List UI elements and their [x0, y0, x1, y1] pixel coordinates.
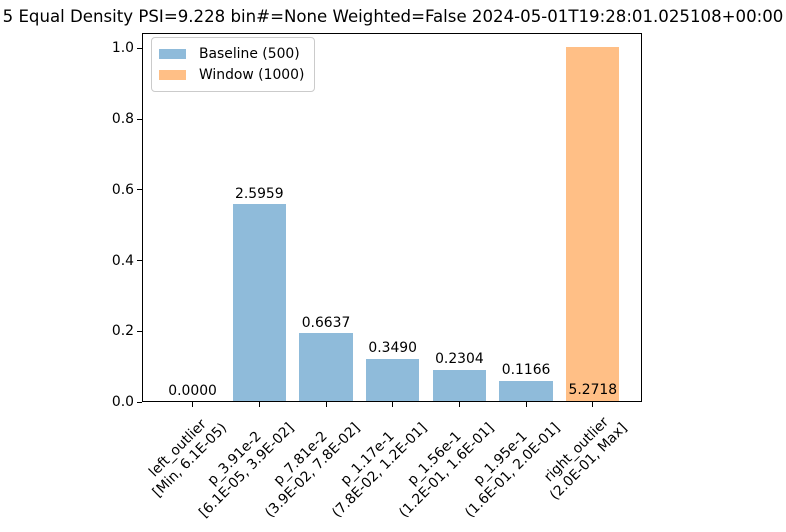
bar-value-label: 0.1166 [501, 361, 551, 378]
x-tick-mark [592, 402, 594, 407]
bar-value-label: 2.5959 [234, 185, 284, 202]
y-tick-mark [137, 401, 142, 403]
y-tick-mark [137, 330, 142, 332]
y-tick-mark [137, 260, 142, 262]
legend-swatch [159, 69, 186, 80]
bar-value-label: 0.6637 [301, 314, 351, 331]
y-tick-label: 1.0 [111, 40, 134, 57]
x-tick-mark [525, 402, 527, 407]
x-tick-mark [458, 402, 460, 407]
legend-label: Window (1000) [199, 66, 305, 83]
bar-series-0 [432, 369, 487, 401]
legend: Baseline (500) Window (1000) [151, 37, 316, 92]
bar-series-0 [499, 380, 553, 401]
chart-title: 5 Equal Density PSI=9.228 bin#=None Weig… [2, 7, 784, 26]
y-tick-label: 0.6 [111, 181, 134, 198]
y-tick-label: 0.0 [111, 394, 134, 410]
x-tick-mark [325, 402, 327, 407]
legend-swatch [159, 48, 186, 59]
y-tick-mark [137, 189, 142, 191]
y-tick-label: 0.8 [111, 111, 134, 128]
bar-value-label: 5.2718 [568, 382, 618, 398]
x-tick-mark [392, 402, 394, 407]
bar-value-label: 0.2304 [435, 351, 484, 368]
legend-item: Baseline (500) [159, 43, 304, 64]
y-tick-mark [137, 47, 142, 49]
y-tick-label: 0.2 [111, 323, 134, 340]
bar-series-1 [566, 47, 620, 401]
x-tick-mark [192, 402, 194, 407]
x-tick-mark [258, 402, 260, 407]
legend-label: Baseline (500) [199, 45, 300, 62]
bar-series-0 [366, 358, 420, 401]
y-tick-mark [137, 118, 142, 120]
bar-series-0 [299, 333, 353, 401]
bar-value-label: 0.0000 [168, 382, 217, 399]
plot-area: Baseline (500) Window (1000) [142, 33, 642, 402]
bar-value-label: 0.3490 [368, 340, 417, 357]
y-tick-label: 0.4 [111, 252, 134, 269]
legend-item: Window (1000) [159, 64, 304, 85]
bar-series-0 [232, 204, 286, 401]
